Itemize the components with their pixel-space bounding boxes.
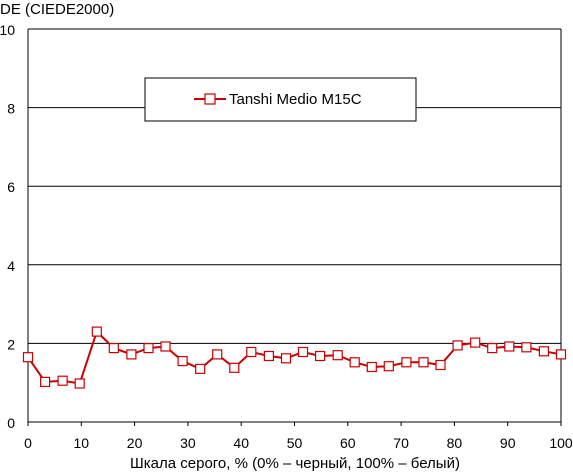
x-tick-label: 30 xyxy=(180,435,196,451)
data-point xyxy=(57,375,68,386)
y-tick-label: 2 xyxy=(7,336,15,352)
data-point xyxy=(538,346,550,357)
x-tick-label: 90 xyxy=(500,435,516,451)
data-point xyxy=(521,342,532,353)
data-point xyxy=(39,376,51,387)
x-tick-label: 40 xyxy=(233,435,249,451)
data-point xyxy=(452,340,463,351)
data-point xyxy=(143,343,154,354)
legend-box xyxy=(144,77,417,122)
x-tick-label: 0 xyxy=(24,435,32,451)
y-tick-label: 8 xyxy=(7,101,15,117)
data-point xyxy=(418,357,429,368)
series-group xyxy=(22,326,567,389)
data-point xyxy=(91,326,102,337)
data-point xyxy=(332,350,343,361)
legend-marker-swatch xyxy=(204,93,216,105)
y-axis-title: DE (CIEDE2000) xyxy=(0,1,114,18)
data-point xyxy=(555,349,567,360)
y-tick-labels: 0 2 4 6 8 10 xyxy=(0,22,15,431)
data-point xyxy=(297,346,309,358)
x-tick-label: 100 xyxy=(549,435,573,451)
data-point xyxy=(487,343,498,354)
data-point xyxy=(263,350,274,362)
legend: Tanshi Medio M15C xyxy=(144,77,417,122)
legend-label: Tanshi Medio M15C xyxy=(229,91,362,108)
data-point xyxy=(212,349,223,360)
x-tick-label: 60 xyxy=(340,435,356,451)
y-tick-label: 6 xyxy=(7,179,15,195)
y-tick-label: 0 xyxy=(7,415,15,431)
x-tick-label: 20 xyxy=(127,435,143,451)
data-point xyxy=(315,350,326,362)
data-point xyxy=(126,349,137,360)
data-point xyxy=(435,359,446,371)
x-tick-labels: 0 10 20 30 40 50 60 70 80 90 100 xyxy=(24,422,573,451)
data-point xyxy=(177,356,188,367)
data-point xyxy=(229,362,240,373)
data-point xyxy=(246,346,257,358)
data-point xyxy=(504,341,515,352)
x-tick-label: 10 xyxy=(74,435,90,451)
y-tick-label: 4 xyxy=(7,258,15,274)
data-point xyxy=(160,341,171,352)
data-point xyxy=(383,361,394,372)
x-axis-title: Шкала серого, % (0% – черный, 100% – бел… xyxy=(130,455,460,472)
x-tick-label: 80 xyxy=(447,435,463,451)
x-tick-label: 50 xyxy=(287,435,303,451)
data-point xyxy=(401,357,412,368)
x-tick-label: 70 xyxy=(393,435,409,451)
data-point xyxy=(470,337,481,348)
data-point xyxy=(108,343,119,354)
data-point xyxy=(366,361,377,373)
data-point xyxy=(74,378,85,389)
data-point xyxy=(195,363,206,374)
data-point xyxy=(349,357,360,368)
data-point xyxy=(280,353,292,364)
y-tick-label: 10 xyxy=(0,22,15,38)
data-point xyxy=(22,352,34,363)
